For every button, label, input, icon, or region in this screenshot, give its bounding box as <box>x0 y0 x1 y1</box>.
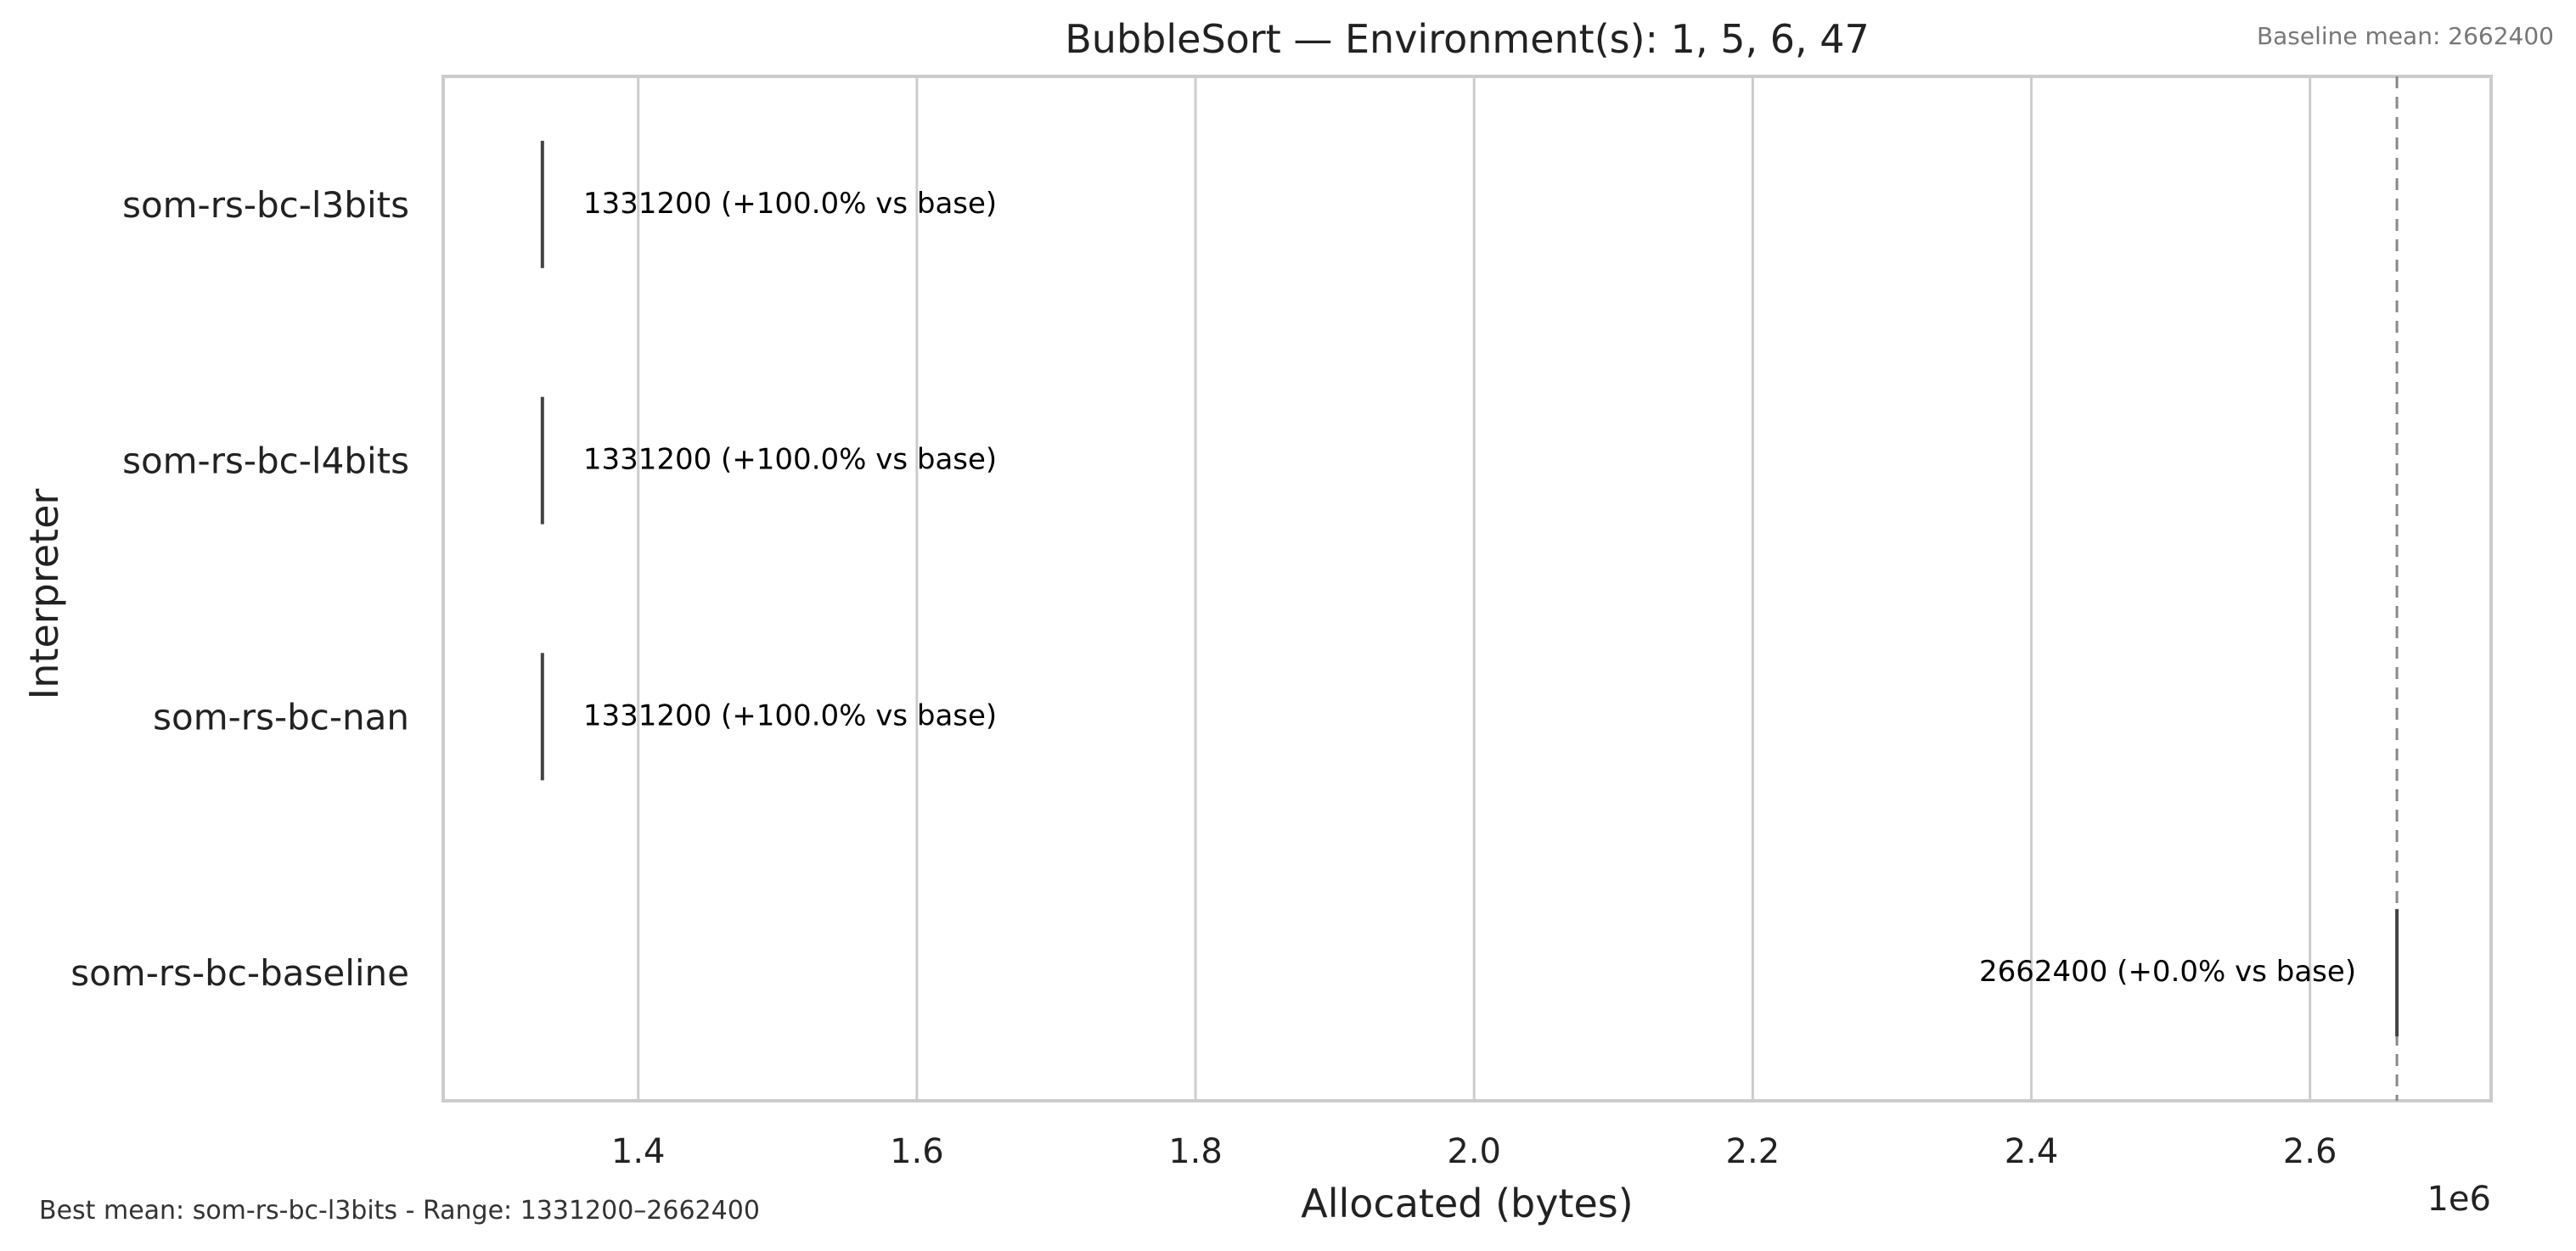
category-labels: som-rs-bc-l3bits som-rs-bc-l4bits som-rs-b… <box>70 184 409 994</box>
category-label-som-rs-bc-baseline: som-rs-bc-baseline <box>70 952 409 994</box>
value-annotation-som-rs-bc-baseline: 2662400 (+0.0% vs base) <box>1979 955 2356 989</box>
value-annotations: 1331200 (+100.0% vs base) 1331200 (+100.0… <box>583 187 2356 989</box>
footer-note: Best mean: som-rs-bc-l3bits - Range: 133… <box>39 1196 760 1226</box>
x-axis-label: Allocated (bytes) <box>1301 1181 1633 1226</box>
category-label-som-rs-bc-nan: som-rs-bc-nan <box>153 696 409 738</box>
x-tick-label: 2.6 <box>2283 1132 2337 1171</box>
baseline-mean-label: Baseline mean: 2662400 <box>2257 22 2554 50</box>
value-annotation-som-rs-bc-l4bits: 1331200 (+100.0% vs base) <box>583 443 997 477</box>
x-tick-label: 2.2 <box>1726 1132 1780 1171</box>
value-annotation-som-rs-bc-l3bits: 1331200 (+100.0% vs base) <box>583 187 997 221</box>
value-annotation-som-rs-bc-nan: 1331200 (+100.0% vs base) <box>583 698 997 732</box>
x-tick-label: 2.0 <box>1447 1132 1501 1171</box>
chart-title: BubbleSort — Environment(s): 1, 5, 6, 47 <box>1065 16 1870 62</box>
plot-frame <box>442 75 2493 1102</box>
grid-lines <box>637 76 2312 1101</box>
x-tick-label: 1.8 <box>1168 1132 1223 1171</box>
box-marks <box>540 140 2399 1037</box>
y-axis-label: Interpreter <box>21 489 67 700</box>
category-label-som-rs-bc-l3bits: som-rs-bc-l3bits <box>122 184 409 226</box>
x-tick-labels: 1.4 1.6 1.8 2.0 2.2 2.4 2.6 <box>611 1132 2337 1171</box>
x-tick-label: 1.6 <box>890 1132 944 1171</box>
x-offset-label: 1e6 <box>2427 1180 2491 1219</box>
x-tick-label: 1.4 <box>611 1132 666 1171</box>
category-label-som-rs-bc-l4bits: som-rs-bc-l4bits <box>122 440 409 482</box>
x-tick-label: 2.4 <box>2005 1132 2059 1171</box>
